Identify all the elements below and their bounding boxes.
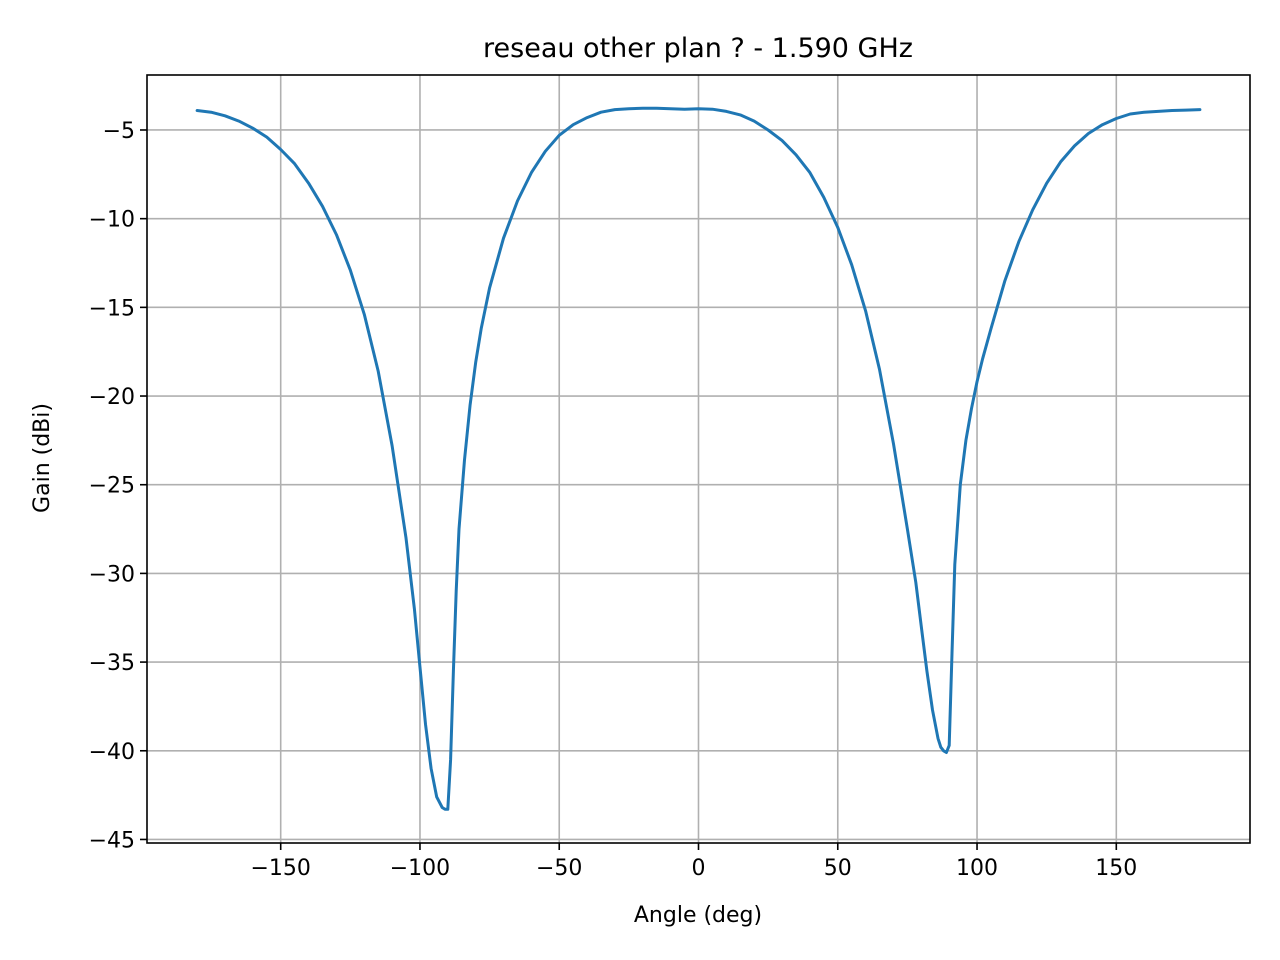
y-tick-label: −5 [103,119,135,144]
y-tick-label: −35 [89,651,135,676]
x-tick-label: 150 [1095,856,1137,881]
series-line-0 [195,106,1202,811]
y-tick-label: −40 [89,740,135,765]
y-axis: −5 −10 −15 −20 −25 −30 −35 −40 −45 [89,119,147,853]
y-tick-label: −30 [89,562,135,587]
x-tick-label: −50 [536,856,582,881]
x-axis-label: Angle (deg) [634,903,762,928]
y-tick-label: −25 [89,474,135,499]
y-tick-label: −45 [89,828,135,853]
y-tick-label: −10 [89,208,135,233]
x-tick-label: −100 [390,856,450,881]
grid [147,75,1250,843]
x-tick-label: −150 [250,856,310,881]
y-axis-label: Gain (dBi) [30,403,55,513]
x-tick-label: 0 [692,856,706,881]
x-tick-label: 100 [956,856,998,881]
x-tick-label: 50 [824,856,852,881]
chart-title: reseau other plan ? - 1.590 GHz [483,33,913,64]
y-tick-label: −20 [89,385,135,410]
y-tick-label: −15 [89,296,135,321]
x-axis: −150 −100 −50 0 50 100 150 [250,843,1137,881]
series-layer [195,106,1202,811]
